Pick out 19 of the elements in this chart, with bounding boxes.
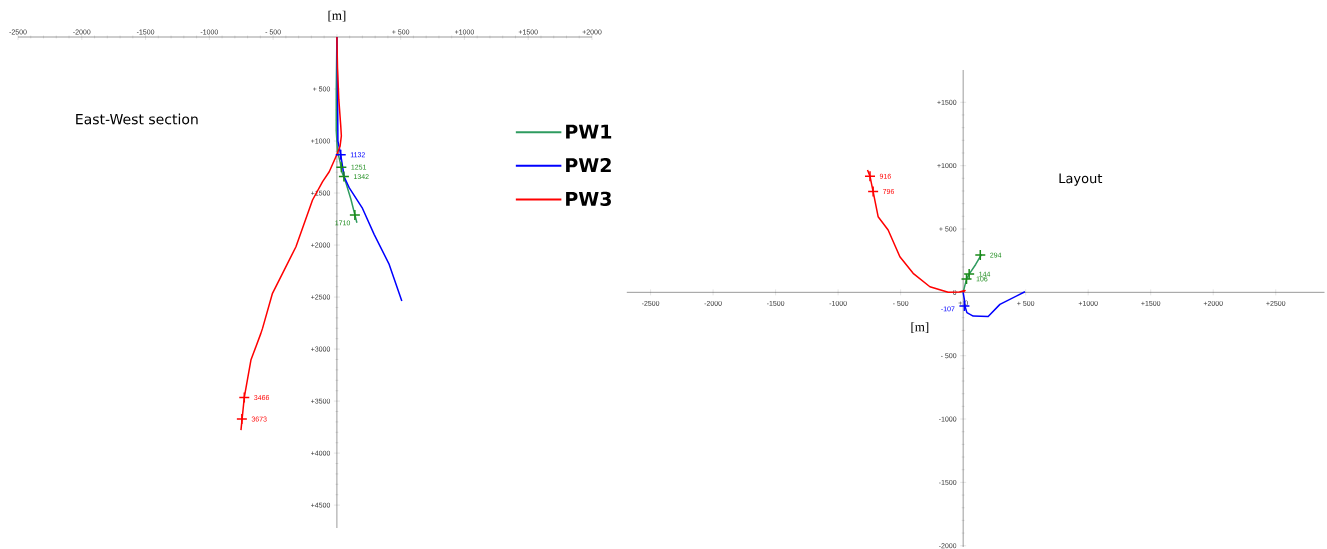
legend-label: PW1 xyxy=(566,124,612,139)
point xyxy=(335,161,348,173)
line-series xyxy=(866,169,966,294)
text: Layout xyxy=(1059,173,1103,186)
legend-label: PW2 xyxy=(566,158,611,173)
text: East-West section xyxy=(76,113,198,125)
point xyxy=(338,170,350,183)
point xyxy=(334,149,347,161)
point xyxy=(238,391,251,404)
x-axis-title: [m] xyxy=(328,10,346,22)
point xyxy=(236,413,248,425)
point xyxy=(867,185,879,198)
point xyxy=(864,170,876,183)
x-axis-title: [m] xyxy=(911,322,929,333)
legend-label: PW3 xyxy=(566,191,611,206)
point xyxy=(960,273,973,285)
point xyxy=(963,268,975,280)
point xyxy=(974,249,987,261)
point xyxy=(349,209,361,221)
